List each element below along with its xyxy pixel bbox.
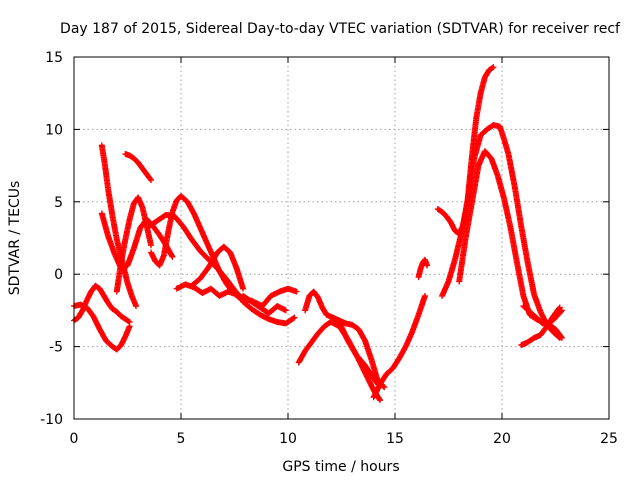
- data-point: [490, 64, 497, 71]
- data-point: [148, 177, 155, 184]
- data-point: [240, 285, 247, 292]
- y-tick-label: -10: [40, 412, 63, 428]
- x-tick-label: 10: [279, 431, 297, 447]
- data-point: [424, 262, 431, 269]
- data-point: [290, 315, 297, 322]
- series-trace-2: [71, 301, 133, 353]
- data-point: [148, 242, 155, 249]
- chart-title: Day 187 of 2015, Sidereal Day-to-day VTE…: [60, 21, 621, 37]
- data-point: [291, 314, 298, 321]
- series-trace-10: [188, 243, 247, 292]
- axis-ticks: [73, 56, 610, 420]
- data-point: [558, 307, 565, 314]
- y-tick-label: 15: [45, 50, 63, 66]
- data-point: [558, 308, 565, 315]
- data-point: [421, 292, 428, 299]
- x-tick-label: 15: [386, 431, 404, 447]
- data-point: [558, 334, 565, 341]
- series-trace-15: [336, 318, 381, 388]
- series-trace-17: [415, 256, 431, 281]
- data-point: [125, 318, 132, 325]
- series-trace-5: [122, 151, 155, 184]
- series-trace-12: [240, 292, 289, 317]
- data-point: [558, 333, 565, 340]
- data-point: [147, 176, 154, 183]
- data-point: [126, 323, 133, 330]
- grid-lines: [74, 57, 609, 419]
- data-point: [381, 384, 388, 391]
- series-trace-20: [456, 148, 565, 341]
- data-point: [377, 397, 384, 404]
- data-points: [71, 64, 565, 404]
- y-axis-label: SDTVAR / TECUs: [7, 181, 23, 296]
- series-trace-11: [240, 298, 298, 327]
- data-point: [282, 307, 289, 314]
- series-trace-6: [113, 194, 155, 295]
- tick-labels: 0 5 10 15 20 25 -10 -5 0 5 10 15: [40, 50, 618, 447]
- series-trace-1: [71, 282, 133, 325]
- x-axis-label: GPS time / hours: [282, 459, 399, 475]
- series-trace-22: [520, 303, 565, 327]
- plot-frame: [73, 56, 610, 420]
- series-trace-3: [98, 142, 140, 310]
- x-tick-label: 5: [177, 431, 186, 447]
- data-point: [293, 288, 300, 295]
- data-point: [489, 64, 496, 71]
- data-point: [376, 396, 383, 403]
- data-point: [133, 303, 140, 310]
- y-tick-label: 10: [45, 122, 63, 138]
- x-tick-label: 20: [493, 431, 511, 447]
- x-tick-label: 25: [600, 431, 618, 447]
- series-trace-16: [370, 292, 428, 401]
- y-tick-label: -5: [49, 340, 63, 356]
- y-tick-label: 0: [54, 267, 63, 283]
- y-tick-label: 5: [54, 195, 63, 211]
- data-point: [169, 253, 176, 260]
- x-tick-label: 0: [70, 431, 79, 447]
